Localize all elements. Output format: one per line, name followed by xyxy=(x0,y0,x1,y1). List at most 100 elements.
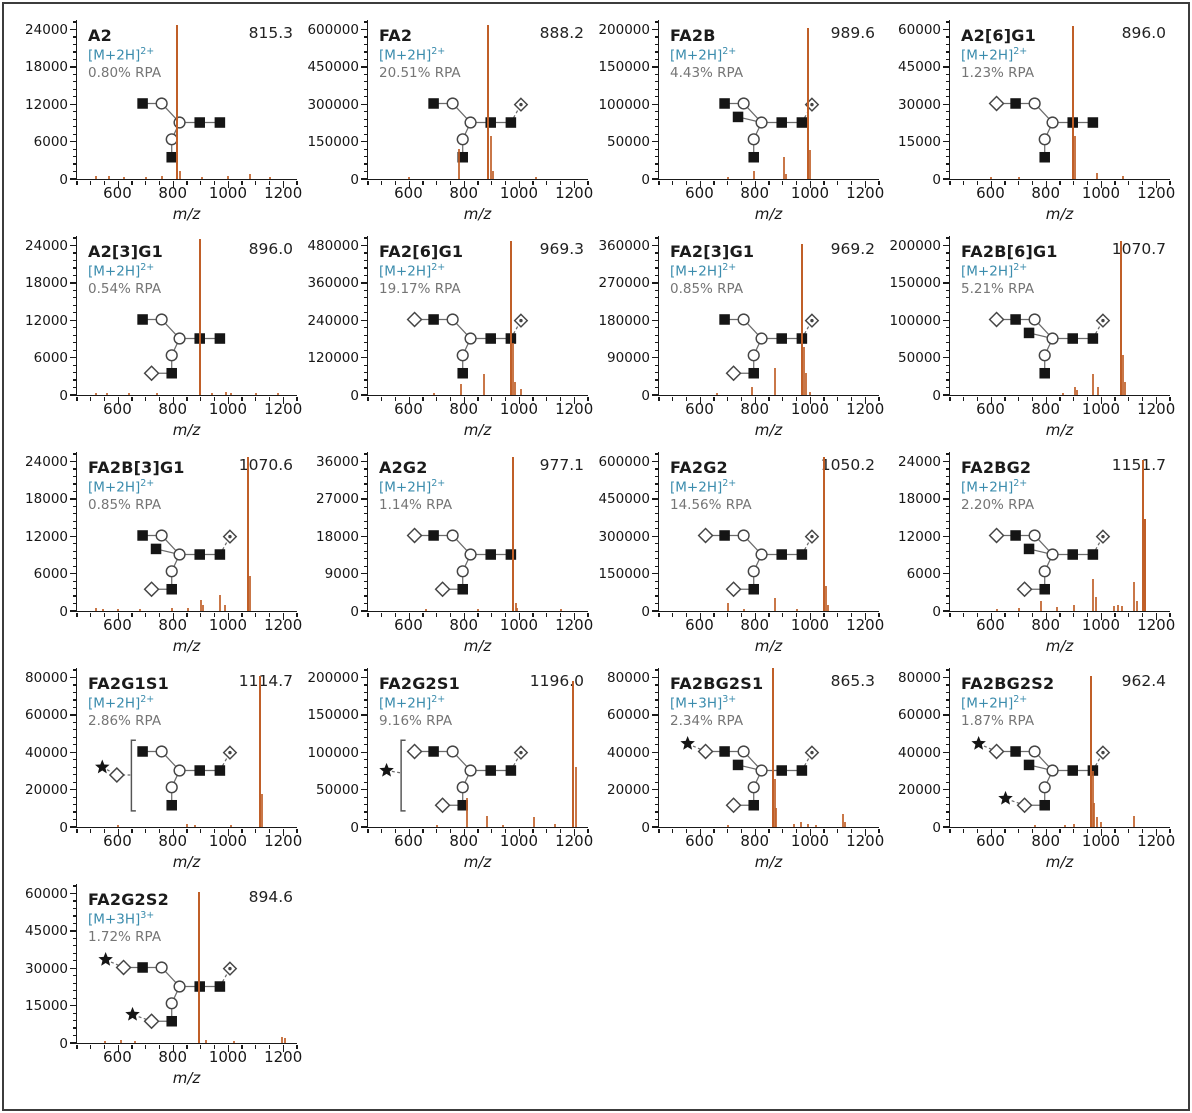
glycan-structure-icon xyxy=(680,735,820,813)
y-minor-tick xyxy=(363,595,367,597)
y-minor-tick xyxy=(945,372,949,374)
y-minor-tick xyxy=(363,304,367,306)
y-minor-tick xyxy=(363,558,367,560)
x-tick-label: 600 xyxy=(394,832,423,850)
y-tick-label: 12000 xyxy=(898,528,941,545)
x-minor-tick xyxy=(782,396,784,402)
y-minor-tick xyxy=(363,468,367,470)
x-minor-tick xyxy=(1018,828,1020,834)
y-minor-tick xyxy=(654,595,658,597)
y-minor-tick xyxy=(72,274,76,277)
x-minor-tick xyxy=(976,828,979,834)
y-minor-tick xyxy=(654,21,658,23)
x-minor-tick xyxy=(213,828,216,834)
glycan-structure-icon xyxy=(971,735,1111,813)
peak-line xyxy=(117,608,120,611)
x-major-tick xyxy=(518,828,520,836)
x-minor-tick xyxy=(145,396,147,402)
y-minor-tick xyxy=(654,706,658,709)
x-tick-label: 600 xyxy=(685,616,714,634)
x-tick-label: 1200 xyxy=(555,616,594,634)
x-minor-tick xyxy=(1114,396,1116,402)
y-minor-tick xyxy=(72,759,76,761)
peak-line xyxy=(261,793,264,827)
y-minor-tick xyxy=(654,274,658,277)
y-minor-tick xyxy=(654,543,658,545)
plot-area: FA2B[6]G1 [M+2H]2+ 5.21% RPA 1070.7 xyxy=(943,236,1171,404)
x-minor-tick xyxy=(255,612,257,618)
base-peak-mz-label: 1050.2 xyxy=(820,456,875,474)
x-axis-labels: 600 800 1000 1200 xyxy=(367,832,593,850)
y-minor-tick xyxy=(72,468,76,470)
y-major-tick xyxy=(70,141,76,143)
x-minor-tick xyxy=(103,180,106,186)
y-major-tick xyxy=(361,714,367,716)
y-axis-labels: 60000 45000 30000 15000 0 xyxy=(14,884,70,1052)
y-tick-label: 360000 xyxy=(598,237,650,254)
y-minor-tick xyxy=(72,558,76,560)
y-minor-tick xyxy=(654,170,658,173)
x-major-tick xyxy=(1045,828,1047,836)
y-minor-tick xyxy=(363,759,367,761)
x-minor-tick xyxy=(268,180,271,186)
x-minor-tick xyxy=(491,612,493,618)
x-minor-tick xyxy=(367,828,369,834)
y-minor-tick xyxy=(945,588,949,590)
y-tick-label: 150000 xyxy=(307,134,359,151)
peak-line xyxy=(424,609,427,611)
y-minor-tick xyxy=(363,744,367,746)
y-minor-tick xyxy=(654,729,658,731)
y-axis-labels: 200000 150000 100000 50000 0 xyxy=(887,236,943,404)
glycan-structure-icon xyxy=(98,951,238,1029)
x-minor-tick xyxy=(1086,396,1089,402)
peak-line xyxy=(227,175,230,179)
peak-line xyxy=(144,176,147,179)
y-minor-tick xyxy=(363,289,367,291)
y-minor-tick xyxy=(654,133,658,135)
y-minor-tick xyxy=(72,513,76,515)
y-minor-tick xyxy=(654,565,658,567)
y-minor-tick xyxy=(72,259,76,262)
y-minor-tick xyxy=(363,386,367,389)
x-minor-tick xyxy=(823,828,825,834)
peak-line xyxy=(276,392,279,395)
x-minor-tick xyxy=(1018,612,1020,618)
peak-line xyxy=(809,391,812,395)
base-peak-mz-label: 969.2 xyxy=(830,240,875,258)
spectrum-panel-fa2g2s2: 60000 45000 30000 15000 0 FA2G2S2 [M+3H]3+ 1… xyxy=(14,872,305,1088)
x-minor-tick xyxy=(381,180,383,186)
x-minor-tick xyxy=(1031,828,1034,834)
peak-line xyxy=(773,598,776,611)
peak-line xyxy=(492,171,495,179)
x-minor-tick xyxy=(90,180,92,186)
x-major-tick xyxy=(864,612,866,620)
peak-line xyxy=(201,176,204,179)
y-minor-tick xyxy=(363,691,367,694)
panel-annotation: FA2BG2 [M+2H]2+ 2.20% RPA xyxy=(961,457,1034,515)
y-minor-tick xyxy=(654,580,658,582)
rpa-value: 1.72% RPA xyxy=(88,929,162,946)
x-minor-tick xyxy=(727,828,729,834)
peak-line xyxy=(1122,175,1125,179)
x-axis-labels: 600 800 1000 1200 xyxy=(76,184,302,202)
x-tick-label: 1200 xyxy=(846,400,885,418)
x-tick-label: 800 xyxy=(740,832,770,850)
y-axis-labels: 480000 360000 240000 120000 0 xyxy=(305,236,361,404)
glycan-structure-icon xyxy=(137,528,238,597)
rpa-value: 2.20% RPA xyxy=(961,497,1035,514)
y-tick-label: 9000 xyxy=(324,566,359,583)
x-minor-tick xyxy=(823,396,825,402)
y-major-tick xyxy=(652,28,658,31)
peak-line xyxy=(230,825,232,827)
y-minor-tick xyxy=(363,118,367,120)
x-minor-tick xyxy=(823,612,825,618)
y-tick-label: 600000 xyxy=(598,453,650,470)
y-tick-label: 0 xyxy=(59,604,68,620)
rpa-value: 20.51% RPA xyxy=(379,65,461,82)
peak-line xyxy=(995,608,998,611)
x-minor-tick xyxy=(241,612,243,618)
peak-line xyxy=(1144,518,1147,611)
x-minor-tick xyxy=(394,612,397,618)
x-tick-label: 800 xyxy=(449,184,479,202)
charge-superscript: 2+ xyxy=(722,478,737,490)
